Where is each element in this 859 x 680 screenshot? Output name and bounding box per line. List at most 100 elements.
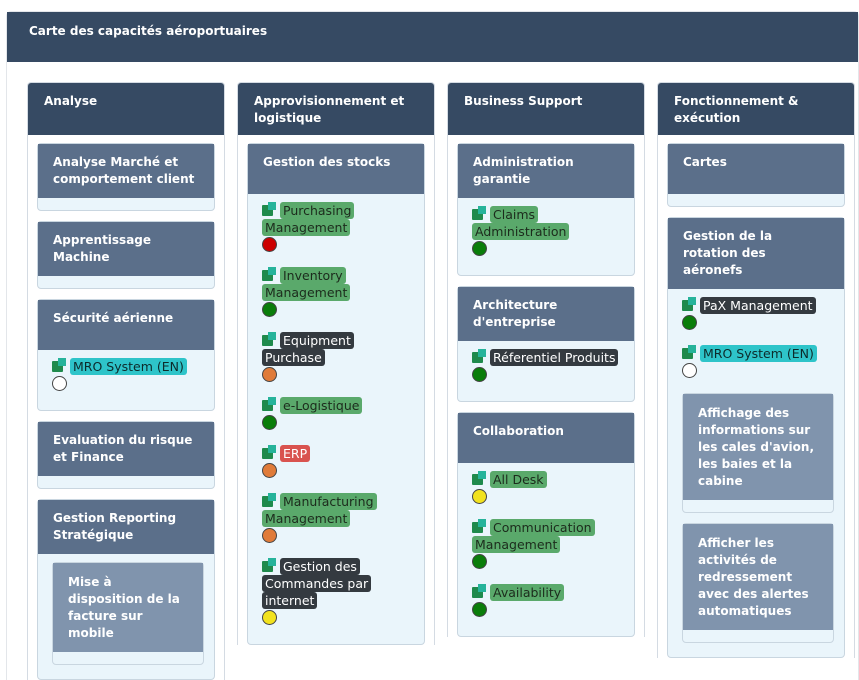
column-title[interactable]: Fonctionnement & exécution (658, 83, 854, 135)
card-title[interactable]: Administration garantie (458, 144, 634, 198)
status-indicator (52, 376, 67, 391)
column-title[interactable]: Business Support (448, 83, 644, 135)
puzzle-icon (262, 445, 277, 460)
puzzle-icon (472, 584, 487, 599)
application-item[interactable]: Equipment Purchase (262, 332, 414, 382)
capability-card: Evaluation du risque et Finance (37, 421, 215, 489)
card-body: Mise à disposition de la facture sur mob… (38, 554, 214, 679)
card-title[interactable]: Analyse Marché et comportement client (38, 144, 214, 198)
sub-card-title[interactable]: Mise à disposition de la facture sur mob… (53, 563, 203, 652)
application-label[interactable]: MRO System (EN) (70, 358, 187, 375)
user-puzzle-icon (52, 358, 67, 373)
status-indicator (682, 363, 697, 378)
application-label[interactable]: Purchasing Management (262, 202, 355, 236)
application-label[interactable]: All Desk (490, 471, 547, 488)
capability-column: Approvisionnement et logistique Gestion d… (237, 82, 435, 645)
capability-card: Gestion de la rotation des aéronefs PaX M… (667, 217, 845, 658)
application-item[interactable]: Claims Administration (472, 206, 624, 256)
status-indicator (682, 315, 697, 330)
application-label[interactable]: PaX Management (700, 297, 816, 314)
status-indicator (472, 367, 487, 382)
capability-card: Gestion Reporting Stratégique Mise à disp… (37, 499, 215, 680)
card-title[interactable]: Gestion des stocks (248, 144, 424, 194)
page-title: Carte des capacités aéroportuaires (7, 12, 858, 62)
application-label[interactable]: Communication Management (472, 519, 595, 553)
application-item[interactable]: e-Logistique (262, 397, 414, 430)
card-title[interactable]: Collaboration (458, 413, 634, 463)
card-body: MRO System (EN) (38, 350, 214, 410)
card-body (38, 476, 214, 488)
column-title[interactable]: Analyse (28, 83, 224, 135)
card-body (38, 276, 214, 288)
application-label[interactable]: MRO System (EN) (700, 345, 817, 362)
card-title[interactable]: Gestion de la rotation des aéronefs (668, 218, 844, 289)
column-body: Analyse Marché et comportement client App… (28, 135, 224, 680)
card-title[interactable]: Architecture d'entreprise (458, 287, 634, 341)
sub-card-body (683, 500, 833, 512)
application-item[interactable]: Purchasing Management (262, 202, 414, 252)
sub-card-body (53, 652, 203, 664)
card-title[interactable]: Cartes (668, 144, 844, 194)
capability-card: Analyse Marché et comportement client (37, 143, 215, 211)
capability-card: Architecture d'entreprise Réferentiel Pro… (457, 286, 635, 402)
capability-map: Carte des capacités aéroportuaires Analy… (6, 11, 859, 680)
status-indicator (262, 415, 277, 430)
application-item[interactable]: Inventory Management (262, 267, 414, 317)
status-indicator (262, 302, 277, 317)
puzzle-icon (472, 206, 487, 221)
card-title[interactable]: Gestion Reporting Stratégique (38, 500, 214, 554)
puzzle-icon (472, 349, 487, 364)
puzzle-icon (262, 558, 277, 573)
user-puzzle-icon (682, 345, 697, 360)
application-item[interactable]: Manufacturing Management (262, 493, 414, 543)
card-body: Réferentiel Produits (458, 341, 634, 401)
status-indicator (262, 528, 277, 543)
card-body: Purchasing Management Inventory Managemen… (248, 194, 424, 644)
status-indicator (262, 610, 277, 625)
card-title[interactable]: Sécurité aérienne (38, 300, 214, 350)
columns: Analyse Analyse Marché et comportement cl… (7, 62, 858, 680)
card-body: All Desk Communication Management Availabi… (458, 463, 634, 636)
puzzle-icon (472, 471, 487, 486)
application-label[interactable]: e-Logistique (280, 397, 363, 414)
capability-card: Administration garantie Claims Administra… (457, 143, 635, 276)
application-item[interactable]: PaX Management (682, 297, 834, 330)
application-item[interactable]: All Desk (472, 471, 624, 504)
application-label[interactable]: Réferentiel Produits (490, 349, 619, 366)
application-item[interactable]: Availability (472, 584, 624, 617)
puzzle-icon (262, 332, 277, 347)
application-item[interactable]: Gestion des Commandes par internet (262, 558, 414, 625)
capability-card: Cartes (667, 143, 845, 207)
card-title[interactable]: Evaluation du risque et Finance (38, 422, 214, 476)
application-item[interactable]: ERP (262, 445, 414, 478)
puzzle-icon (472, 519, 487, 534)
status-indicator (472, 554, 487, 569)
application-item[interactable]: MRO System (EN) (682, 345, 834, 378)
column-body: Gestion des stocks Purchasing Management I… (238, 135, 434, 645)
status-indicator (472, 241, 487, 256)
puzzle-icon (262, 267, 277, 282)
status-indicator (472, 489, 487, 504)
application-item[interactable]: Réferentiel Produits (472, 349, 624, 382)
capability-column: Fonctionnement & exécution Cartes Gestion … (657, 82, 855, 658)
sub-capability-card: Mise à disposition de la facture sur mob… (52, 562, 204, 665)
capability-card: Sécurité aérienne MRO System (EN) (37, 299, 215, 411)
card-title[interactable]: Apprentissage Machine (38, 222, 214, 276)
capability-column: Business Support Administration garantie C… (447, 82, 645, 637)
column-body: Administration garantie Claims Administra… (448, 135, 644, 637)
sub-card-body (683, 630, 833, 642)
capability-card: Apprentissage Machine (37, 221, 215, 289)
application-label[interactable]: Gestion des Commandes par internet (262, 558, 372, 609)
application-label[interactable]: Manufacturing Management (262, 493, 377, 527)
status-indicator (262, 237, 277, 252)
card-body: Claims Administration (458, 198, 634, 275)
column-title[interactable]: Approvisionnement et logistique (238, 83, 434, 135)
application-item[interactable]: MRO System (EN) (52, 358, 204, 391)
application-label[interactable]: ERP (280, 445, 311, 462)
sub-card-title[interactable]: Affichage des informations sur les cales… (683, 394, 833, 500)
application-item[interactable]: Communication Management (472, 519, 624, 569)
application-label[interactable]: Availability (490, 584, 565, 601)
sub-card-title[interactable]: Afficher les activités de redressement a… (683, 524, 833, 630)
status-indicator (262, 367, 277, 382)
status-indicator (262, 463, 277, 478)
